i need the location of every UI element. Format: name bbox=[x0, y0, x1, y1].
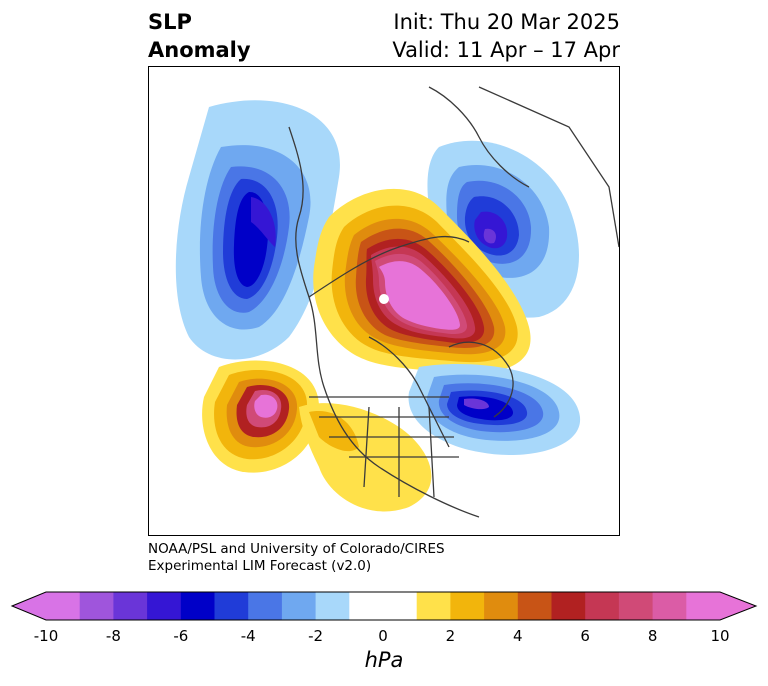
anomaly-low-pacific bbox=[175, 100, 340, 360]
credit-line-2: Experimental LIM Forecast (v2.0) bbox=[148, 558, 372, 574]
colorbar-tick-label: -2 bbox=[308, 627, 324, 645]
colorbar-bin bbox=[349, 592, 384, 620]
colorbar-bin bbox=[383, 592, 418, 620]
colorbar-tick-label: 2 bbox=[445, 627, 456, 645]
coastlines bbox=[288, 86, 619, 518]
colorbar-tick-label: -10 bbox=[33, 627, 59, 645]
map-canvas bbox=[175, 86, 619, 518]
init-date: Init: Thu 20 Mar 2025 bbox=[393, 10, 620, 34]
credit: NOAA/PSL and University of Colorado/CIRE… bbox=[148, 541, 445, 575]
anomaly-high-pacific bbox=[202, 360, 432, 512]
colorbar-tick-label: -8 bbox=[105, 627, 121, 645]
colorbar-bin bbox=[618, 592, 654, 620]
variable-name: SLP bbox=[148, 10, 192, 34]
colorbar-bin bbox=[315, 592, 350, 620]
anomaly-map bbox=[148, 66, 620, 536]
colorbar-extend-min bbox=[12, 592, 46, 620]
colorbar-tick-label: 4 bbox=[513, 627, 523, 645]
colorbar-bin bbox=[517, 592, 552, 620]
colorbar-outline bbox=[10, 591, 758, 621]
credit-line-1: NOAA/PSL and University of Colorado/CIRE… bbox=[148, 541, 445, 557]
colorbar-bin bbox=[180, 592, 215, 620]
colorbar-bin bbox=[484, 592, 519, 620]
colorbar-tick-label: 10 bbox=[710, 627, 730, 645]
valid-range: Valid: 11 Apr – 17 Apr bbox=[392, 38, 620, 62]
anomaly-low-atlantic bbox=[408, 364, 581, 456]
colorbar-bin bbox=[652, 592, 687, 620]
colorbar-bin bbox=[416, 592, 451, 620]
colorbar-tick-label: 6 bbox=[580, 627, 590, 645]
colorbar-bin bbox=[214, 592, 249, 620]
colorbar-extend-max bbox=[720, 592, 756, 620]
title-left: SLP Anomaly bbox=[148, 8, 251, 64]
colorbar-bin bbox=[113, 592, 148, 620]
colorbar-bin bbox=[585, 592, 620, 620]
colorbar-bin bbox=[79, 592, 114, 620]
colorbar-bin bbox=[450, 592, 485, 620]
colorbar-unit: hPa bbox=[364, 648, 404, 672]
title-right: Init: Thu 20 Mar 2025 Valid: 11 Apr – 17… bbox=[392, 8, 620, 64]
colorbar-tick-label: 0 bbox=[378, 627, 388, 645]
colorbar-bin bbox=[281, 592, 317, 620]
colorbar-tick-label: -4 bbox=[240, 627, 256, 645]
variable-subtitle: Anomaly bbox=[148, 38, 251, 62]
colorbar-bin bbox=[686, 592, 721, 620]
colorbar-bin bbox=[551, 592, 586, 620]
colorbar-bin bbox=[46, 592, 81, 620]
colorbar-svg bbox=[10, 591, 758, 621]
colorbar-bin bbox=[147, 592, 182, 620]
colorbar-tick-label: 8 bbox=[647, 627, 658, 645]
colorbar-tick-label: -6 bbox=[173, 627, 189, 645]
colorbar-bin bbox=[248, 592, 283, 620]
colorbar bbox=[10, 588, 758, 628]
